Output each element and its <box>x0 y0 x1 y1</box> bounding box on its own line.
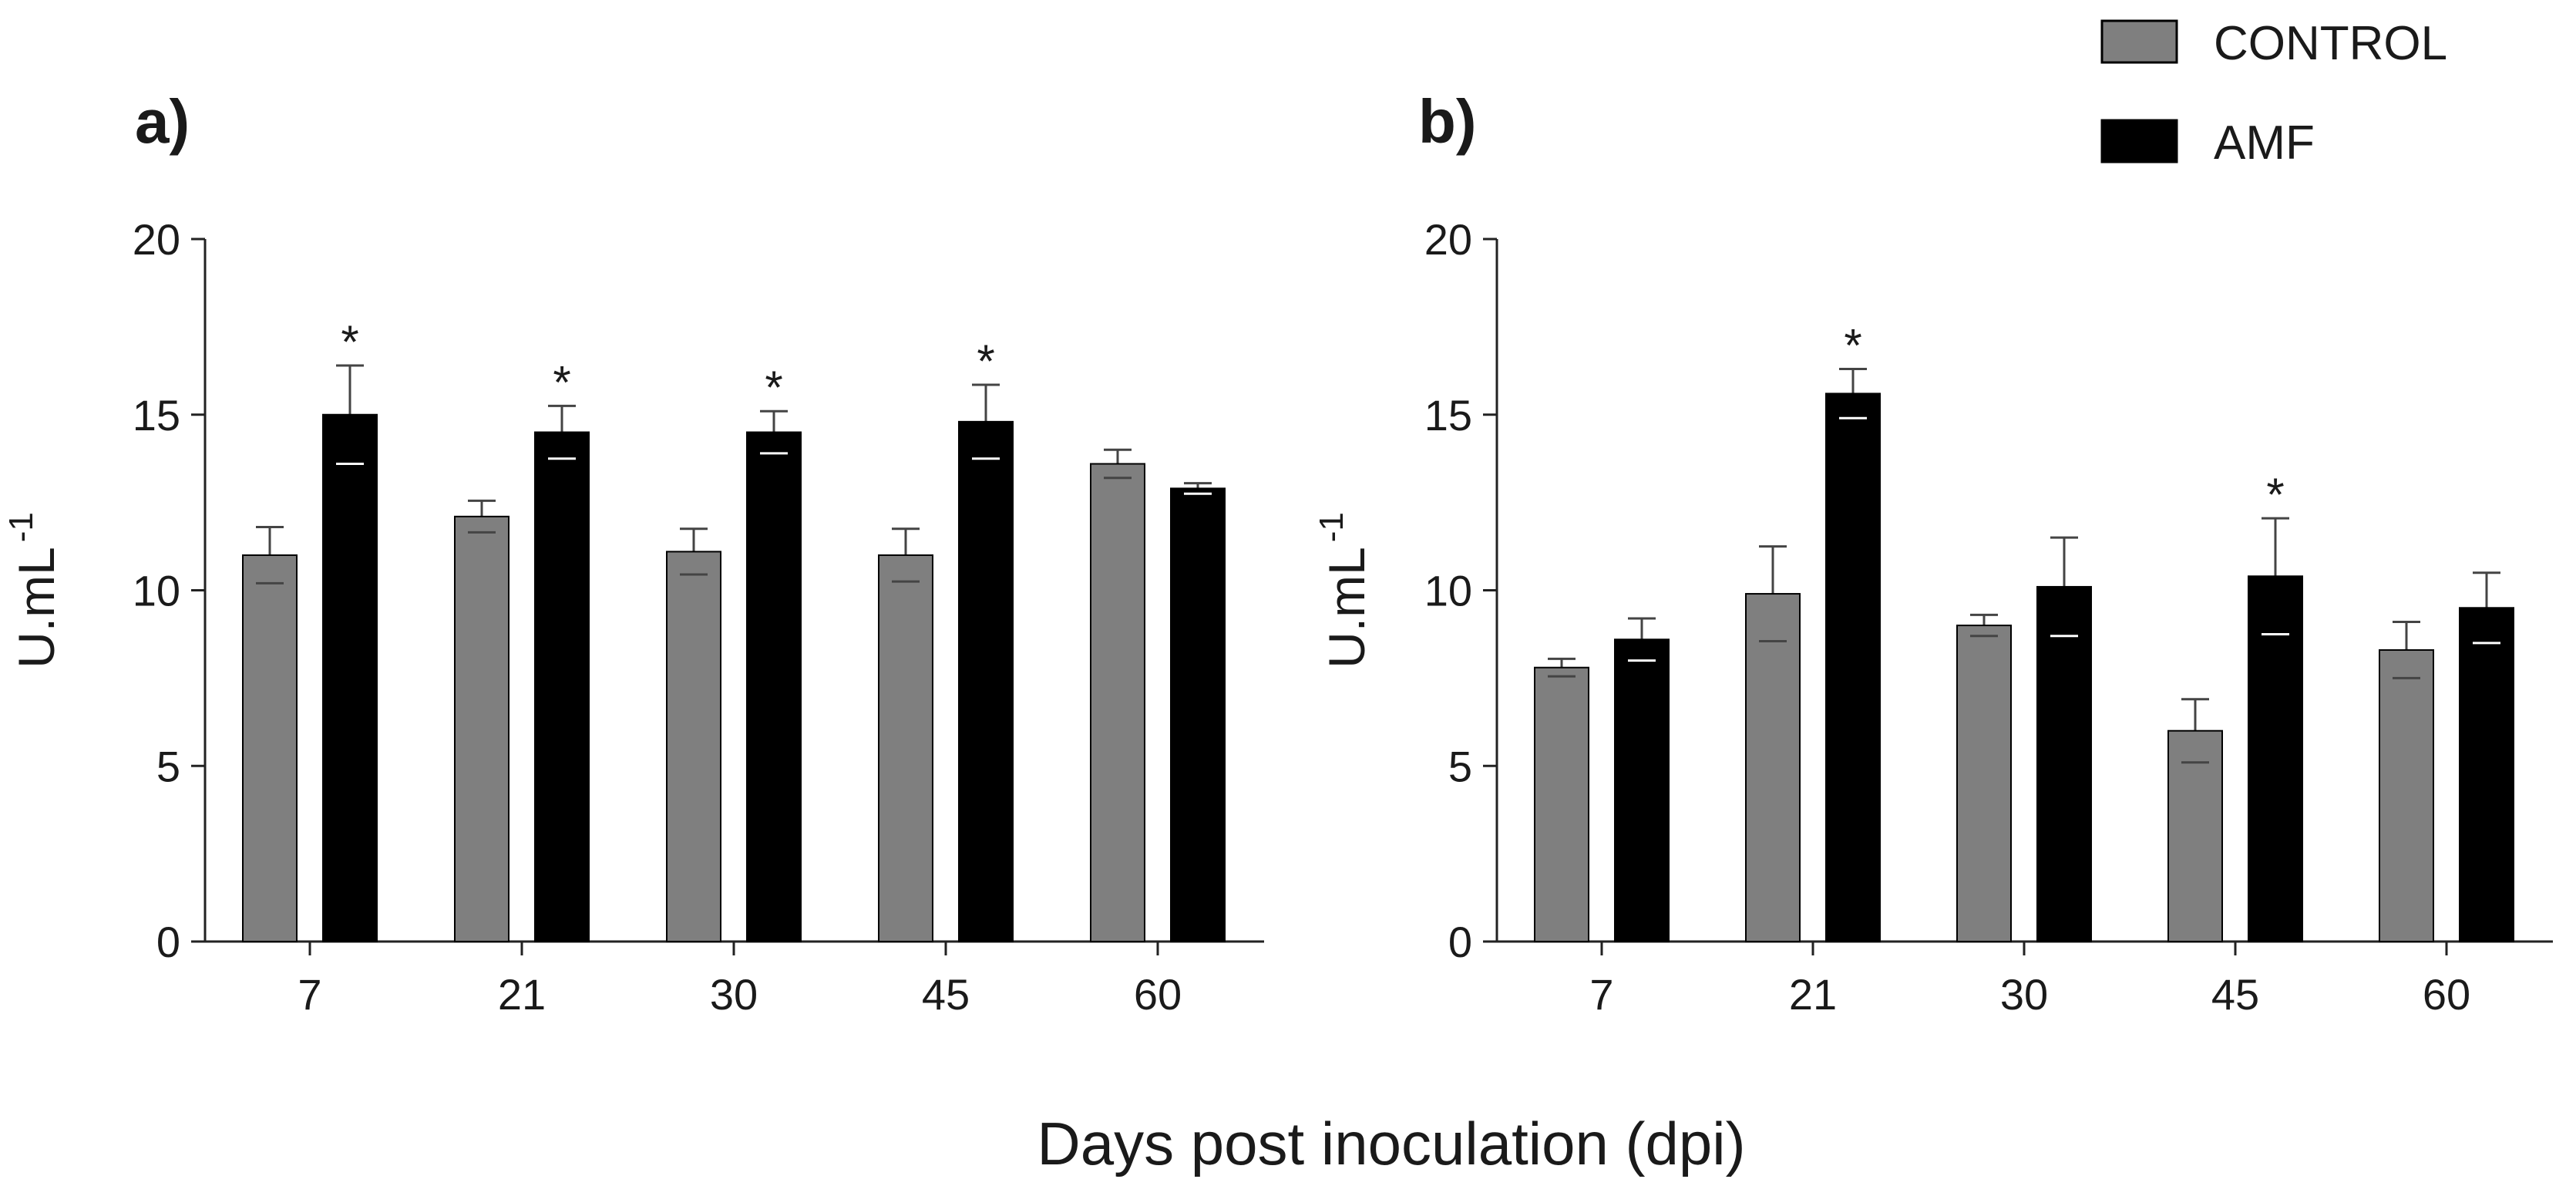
legend-label-amf: AMF <box>2214 116 2315 170</box>
legend-swatch-control <box>2100 19 2178 64</box>
bar-control <box>242 554 298 942</box>
bar-control <box>878 554 933 942</box>
significance-marker: * <box>977 335 994 387</box>
y-tick-label: 15 <box>1424 391 1472 440</box>
panel-label: b) <box>1418 87 1477 156</box>
y-tick-label: 20 <box>1424 215 1472 264</box>
x-tick-label: 45 <box>2211 970 2259 1019</box>
y-tick-label: 5 <box>1448 742 1472 790</box>
bar-control <box>1745 593 1801 942</box>
y-tick-label: 5 <box>156 742 180 790</box>
legend: CONTROL AMF <box>2100 17 2447 170</box>
y-axis-title-text: U.mL <box>1318 547 1375 669</box>
y-tick-label: 10 <box>133 567 180 615</box>
bar-control <box>2379 649 2434 942</box>
y-tick-label: 20 <box>133 215 180 264</box>
y-tick-label: 10 <box>1424 567 1472 615</box>
x-tick-label: 7 <box>1589 970 1613 1019</box>
y-axis-title: U.mL -1 <box>2 512 65 669</box>
significance-marker: * <box>1844 320 1861 372</box>
panel-a: a) U.mL -1 0 5 10 15 20 7 * 21 * 30 * 45 * 60 <box>2 87 1264 1019</box>
panel-label: a) <box>135 87 190 156</box>
y-tick-label: 15 <box>133 391 180 440</box>
bar-amf <box>1170 487 1226 942</box>
legend-swatch-amf <box>2100 119 2178 163</box>
bar-control <box>2167 729 2223 942</box>
bar-amf <box>1614 638 1670 943</box>
x-tick-label: 60 <box>1134 970 1182 1019</box>
x-tick-label: 21 <box>498 970 546 1019</box>
significance-marker: * <box>2266 469 2284 521</box>
x-axis-title: Days post inoculation (dpi) <box>1037 1110 1745 1177</box>
bar-control <box>666 551 721 943</box>
y-tick-label: 0 <box>156 918 180 966</box>
y-tick-label: 0 <box>1448 918 1472 966</box>
x-tick-label: 7 <box>298 970 321 1019</box>
bar-control <box>1534 666 1589 943</box>
x-tick-label: 60 <box>2423 970 2470 1019</box>
bar-amf <box>2036 585 2092 942</box>
x-tick-label: 21 <box>1789 970 1837 1019</box>
significance-marker: * <box>553 356 570 408</box>
y-axis-title-text: U.mL <box>8 547 65 669</box>
y-axis-title-superscript: -1 <box>2 512 40 542</box>
significance-marker: * <box>765 362 782 413</box>
y-axis-title: U.mL -1 <box>1313 512 1375 669</box>
bar-amf <box>2459 607 2514 943</box>
bar-amf <box>2248 575 2303 943</box>
x-tick-label: 30 <box>710 970 758 1019</box>
bar-amf <box>1825 392 1881 943</box>
bar-amf <box>958 420 1014 942</box>
x-tick-label: 30 <box>2000 970 2048 1019</box>
bar-control <box>1090 463 1145 942</box>
significance-marker: * <box>341 316 358 368</box>
legend-label-control: CONTROL <box>2214 17 2447 70</box>
bar-amf <box>322 413 378 942</box>
bar-amf <box>534 431 590 942</box>
panel-b: b) U.mL -1 0 5 10 15 20 7 21 * 30 45 * 60 <box>1313 87 2553 1019</box>
bar-control <box>1956 625 2012 942</box>
bar-amf <box>746 431 802 942</box>
y-axis-title-superscript: -1 <box>1313 512 1350 542</box>
x-tick-label: 45 <box>922 970 970 1019</box>
bar-control <box>454 515 509 942</box>
